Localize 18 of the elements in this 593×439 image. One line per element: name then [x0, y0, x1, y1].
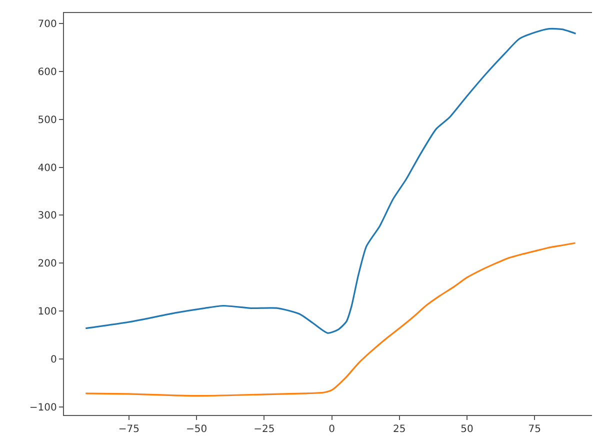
y-tick-label: 300: [38, 210, 57, 222]
line-series: [84, 28, 577, 334]
x-tick-label: −75: [118, 424, 140, 436]
x-tick-label: −50: [186, 424, 208, 436]
y-tick-label: 600: [38, 66, 57, 78]
y-tick-label: 500: [38, 114, 57, 126]
x-tick-label: −25: [254, 424, 275, 436]
x-tick-label: 50: [460, 424, 474, 436]
x-tick-label: 0: [328, 424, 335, 436]
y-tick-label: 700: [38, 19, 57, 30]
y-tick-label: 0: [50, 354, 57, 366]
y-tick-label: 400: [38, 162, 57, 174]
line-series: [84, 242, 576, 397]
y-tick-label: −100: [29, 402, 57, 414]
y-tick-label: 100: [38, 306, 57, 318]
x-tick-label: 75: [528, 424, 542, 436]
y-tick-label: 200: [38, 258, 57, 270]
x-tick-label: 25: [393, 424, 406, 436]
